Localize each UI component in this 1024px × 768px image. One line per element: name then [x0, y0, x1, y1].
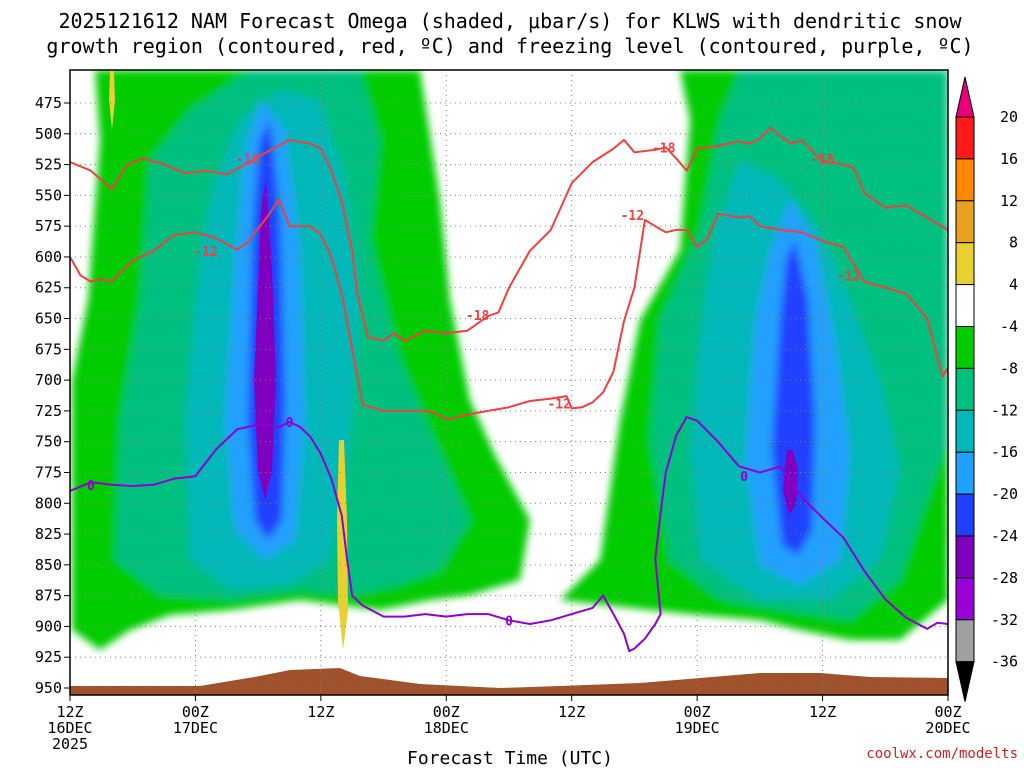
contour-label: -18	[652, 141, 676, 156]
contour-label: -12	[837, 269, 860, 284]
contour-label: 0	[286, 416, 294, 431]
colorbar-segment	[955, 116, 975, 160]
colorbar-top-triangle	[955, 76, 975, 118]
colorbar-tick-label: -36	[991, 653, 1018, 671]
x-tick-label: 12Z	[307, 703, 334, 721]
y-tick-label: 775	[35, 463, 62, 481]
y-axis: 475 500 525 550 575 600 625 650 675 700 725 750 775 8…	[35, 94, 70, 697]
colorbar-tick-label: -12	[991, 401, 1018, 419]
y-tick-label: 850	[35, 556, 62, 574]
contour-label: -12	[621, 209, 644, 224]
colorbar-segment	[955, 158, 975, 202]
omega-positive-yellow-early	[109, 70, 115, 130]
colorbar: 20 16 12 8 4 -4 -8 -12 -16 -20 -24 -28 -32 -36	[955, 76, 1018, 702]
y-tick-label: 600	[35, 248, 62, 266]
x-tick-label: 18DEC	[424, 719, 469, 737]
grid-lines	[70, 70, 948, 695]
colorbar-segment	[955, 242, 975, 286]
colorbar-tick-label: -16	[991, 443, 1018, 461]
y-tick-label: 950	[35, 679, 62, 697]
colorbar-tick-label: -8	[1000, 359, 1018, 377]
x-tick-label: 12Z	[56, 703, 83, 721]
y-tick-label: 825	[35, 525, 62, 543]
x-tick-label: 16DEC	[47, 719, 92, 737]
y-tick-label: 625	[35, 279, 62, 297]
y-tick-label: 550	[35, 186, 62, 204]
colorbar-tick-label: 16	[1000, 150, 1018, 168]
y-tick-label: 475	[35, 94, 62, 112]
x-tick-label: 20DEC	[925, 719, 970, 737]
y-tick-label: 750	[35, 433, 62, 451]
terrain-ground	[70, 668, 948, 695]
colorbar-segment	[955, 200, 975, 244]
colorbar-tick-label: 8	[1009, 234, 1018, 252]
omega-core-purple-right	[783, 450, 798, 515]
x-tick-label: 00Z	[182, 703, 209, 721]
y-tick-label: 875	[35, 587, 62, 605]
contour-line-dgz_-18_upper	[70, 126, 948, 342]
omega-positive-yellow-12z	[337, 440, 348, 650]
y-tick-label: 575	[35, 217, 62, 235]
colorbar-segment	[955, 619, 975, 663]
contour-line-dgz_-12_lower	[70, 198, 948, 421]
colorbar-tick-label: 4	[1009, 276, 1018, 294]
colorbar-segment	[955, 451, 975, 495]
plot-frame	[69, 69, 949, 696]
colorbar-tick-label: -24	[991, 527, 1018, 545]
x-tick-label: 00Z	[934, 703, 961, 721]
y-tick-label: 800	[35, 494, 62, 512]
x-tick-label: 19DEC	[675, 719, 720, 737]
colorbar-tick-label: -20	[991, 485, 1018, 503]
colorbar-segment	[955, 535, 975, 579]
colorbar-segment	[955, 493, 975, 537]
colorbar-segment	[955, 367, 975, 411]
y-tick-label: 700	[35, 371, 62, 389]
contour-label: -18	[236, 152, 260, 167]
y-tick-label: 650	[35, 310, 62, 328]
credit-text: coolwx.com/modelts	[866, 746, 1018, 762]
contour-lines	[70, 126, 948, 653]
x-axis-label: Forecast Time (UTC)	[407, 748, 613, 768]
omega-band-blue-right	[772, 240, 815, 555]
contour-label: 0	[740, 470, 748, 485]
y-tick-label: 900	[35, 617, 62, 635]
colorbar-tick-label: -28	[991, 569, 1018, 587]
colorbar-segment	[955, 326, 975, 369]
x-tick-label: 12Z	[809, 703, 836, 721]
contour-label: -12	[194, 245, 217, 260]
colorbar-segment	[955, 284, 975, 328]
omega-shading	[72, 70, 948, 650]
x-tick-label: 12Z	[558, 703, 585, 721]
colorbar-segment	[955, 577, 975, 621]
contour-line-freezing_0	[70, 416, 948, 653]
x-tick-label: 17DEC	[173, 719, 218, 737]
colorbar-segment	[955, 409, 975, 453]
x-tick-label: 2025	[52, 735, 88, 753]
contour-label: -12	[547, 398, 570, 413]
contour-label: -18	[811, 152, 835, 167]
y-tick-label: 675	[35, 340, 62, 358]
contour-label: 0	[87, 479, 95, 494]
y-tick-label: 925	[35, 648, 62, 666]
colorbar-tick-label: 12	[1000, 192, 1018, 210]
x-tick-label: 00Z	[433, 703, 460, 721]
chart-title-line-1: 2025121612 NAM Forecast Omega (shaded, μ…	[58, 9, 962, 33]
x-tick-label: 00Z	[684, 703, 711, 721]
contour-labels: -18 -12 -18 -12 -12 -18 -18 -12 0 0 0 0	[87, 141, 860, 629]
colorbar-tick-label: -32	[991, 611, 1018, 629]
y-tick-label: 500	[35, 125, 62, 143]
chart-title-line-2: growth region (contoured, red, ºC) and f…	[46, 34, 973, 58]
colorbar-tick-label: 20	[1000, 108, 1018, 126]
contour-label: -18	[466, 309, 490, 324]
omega-core-purple	[254, 180, 276, 500]
y-tick-label: 525	[35, 156, 62, 174]
y-tick-label: 725	[35, 402, 62, 420]
colorbar-tick-label: -4	[1000, 318, 1018, 336]
colorbar-bottom-triangle	[955, 661, 975, 702]
contour-label: 0	[505, 614, 513, 629]
